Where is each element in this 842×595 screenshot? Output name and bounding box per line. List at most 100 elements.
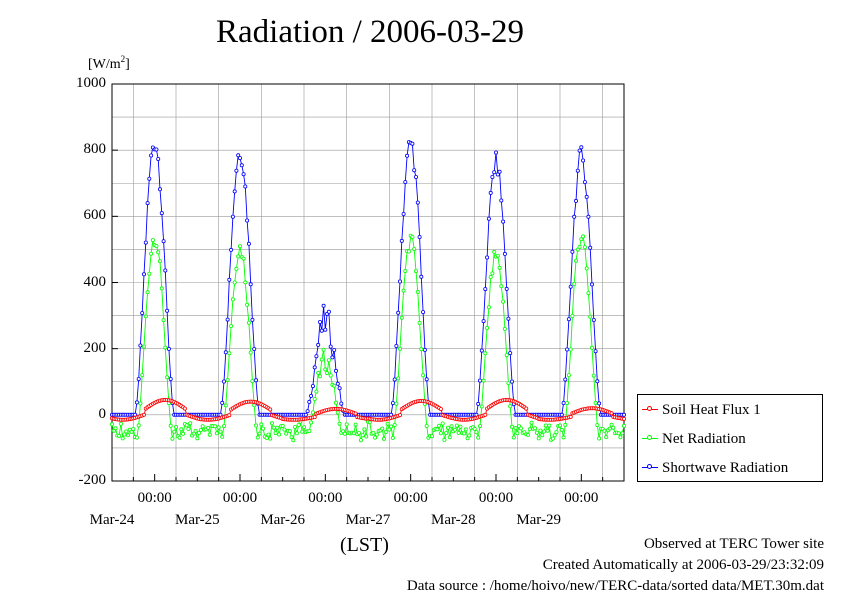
series-net-radiation-point [332, 383, 337, 388]
series-net-radiation-point [113, 426, 118, 431]
series-net-radiation-point [467, 433, 472, 438]
series-shortwave-radiation-point [509, 379, 514, 384]
series-net-radiation-point [429, 434, 434, 439]
series-shortwave-radiation-point [305, 409, 310, 414]
series-net-radiation-point [492, 249, 497, 254]
series-net-radiation-point [616, 431, 621, 436]
series-shortwave-radiation-point [227, 277, 232, 282]
series-shortwave-radiation-point [136, 376, 141, 381]
series-shortwave-radiation-point [145, 201, 150, 206]
series-net-radiation-point [607, 426, 612, 431]
series-net-radiation-point [412, 247, 417, 252]
series-net-radiation-point [472, 426, 477, 431]
series-net-radiation-point [147, 271, 152, 276]
series-net-radiation-point [481, 378, 486, 383]
series-shortwave-radiation-point [221, 379, 226, 384]
series-net-radiation-point [561, 435, 566, 440]
series-net-radiation-point [558, 423, 563, 428]
series-soil-heat-flux-point [609, 411, 614, 416]
series-shortwave-radiation-point [252, 346, 257, 351]
series-shortwave-radiation-point [492, 170, 497, 175]
series-net-radiation-point [540, 433, 545, 438]
series-net-radiation-point [403, 268, 408, 273]
series-net-radiation-point [389, 424, 394, 429]
series-soil-heat-flux-point [353, 411, 358, 416]
series-net-radiation-point [371, 430, 376, 435]
series-shortwave-radiation-point [168, 376, 173, 381]
series-shortwave-radiation-point [245, 218, 250, 223]
series-soil-heat-flux-point [622, 416, 627, 421]
series-shortwave-radiation-point [581, 158, 586, 163]
series-shortwave-radiation-point [312, 365, 317, 370]
series-shortwave-radiation-point [321, 303, 326, 308]
series-net-radiation-point [207, 432, 212, 437]
x-tick-time-label: 00:00 [393, 490, 428, 506]
series-net-radiation-point [476, 435, 481, 440]
series-shortwave-radiation-point [229, 247, 234, 252]
series-net-radiation-point [243, 280, 248, 285]
series-shortwave-radiation-point [561, 400, 566, 405]
series-net-radiation-point [266, 432, 271, 437]
series-net-radiation-point [509, 424, 514, 429]
series-shortwave-radiation-point [476, 401, 481, 406]
series-net-radiation-point [326, 358, 331, 363]
series-net-radiation-point [463, 427, 468, 432]
series-shortwave-radiation-point [577, 148, 582, 153]
series-net-radiation-point [508, 404, 513, 409]
series-net-radiation-point [124, 429, 129, 434]
series-net-radiation-point [273, 431, 278, 436]
series-net-radiation-point [397, 346, 402, 351]
series-net-radiation-point [220, 434, 225, 439]
series-net-radiation-point [415, 289, 420, 294]
series-soil-heat-flux-point [568, 414, 573, 419]
legend-swatch-shortwave-radiation [642, 464, 658, 469]
series-net-radiation-point [275, 425, 280, 430]
series-net-radiation-point [581, 234, 586, 239]
footer-source: Data source : /home/hoivo/new/TERC-data/… [406, 578, 824, 594]
series-shortwave-radiation-point [575, 168, 580, 173]
series-net-radiation-point [143, 314, 148, 319]
series-shortwave-radiation-point [413, 174, 418, 179]
series-net-radiation-point [477, 424, 482, 429]
series-net-radiation-point [259, 422, 264, 427]
series-shortwave-radiation-point [316, 342, 321, 347]
y-tick-label: 600 [83, 207, 107, 224]
series-net-radiation-point [287, 429, 292, 434]
series-net-radiation-point [566, 373, 571, 378]
series-shortwave-radiation-point [481, 319, 486, 324]
series-shortwave-radiation-point [239, 163, 244, 168]
series-shortwave-radiation-point [328, 344, 333, 349]
series-net-radiation-point [538, 428, 543, 433]
series-shortwave-radiation-point [134, 400, 139, 405]
x-tick-date-label: Mar-27 [345, 512, 391, 528]
series-net-radiation-point [590, 345, 595, 350]
series-shortwave-radiation-point [574, 198, 579, 203]
series-net-radiation-point [250, 379, 255, 384]
series-net-radiation-point [410, 234, 415, 239]
series-soil-heat-flux-point [227, 413, 232, 418]
series-net-radiation-point [319, 357, 324, 362]
series-shortwave-radiation-point [394, 343, 399, 348]
series-net-radiation-point [373, 435, 378, 440]
series-shortwave-radiation-point [236, 153, 241, 158]
series-net-radiation-point [591, 373, 596, 378]
series-net-radiation-point [536, 436, 541, 441]
series-shortwave-radiation-point [495, 172, 500, 177]
y-tick-label: -200 [78, 472, 107, 488]
series-net-radiation-point [131, 427, 136, 432]
series-shortwave-radiation-point [392, 377, 397, 382]
legend-label-soil-heat-flux: Soil Heat Flux 1 [662, 402, 761, 418]
series-shortwave-radiation-point [508, 351, 513, 356]
series-shortwave-radiation-point [572, 214, 577, 219]
series-net-radiation-point [570, 313, 575, 318]
series-net-radiation-point [417, 320, 422, 325]
series-net-radiation-point [325, 371, 330, 376]
series-shortwave-radiation-point [326, 309, 331, 314]
series-net-radiation-point [186, 426, 191, 431]
series-net-radiation-point [385, 421, 390, 426]
series-net-radiation-point [437, 423, 442, 428]
x-tick-time-label: 00:00 [308, 490, 343, 506]
series-net-radiation-point [293, 424, 298, 429]
series-net-radiation-point [483, 351, 488, 356]
series-net-radiation-point [314, 389, 319, 394]
